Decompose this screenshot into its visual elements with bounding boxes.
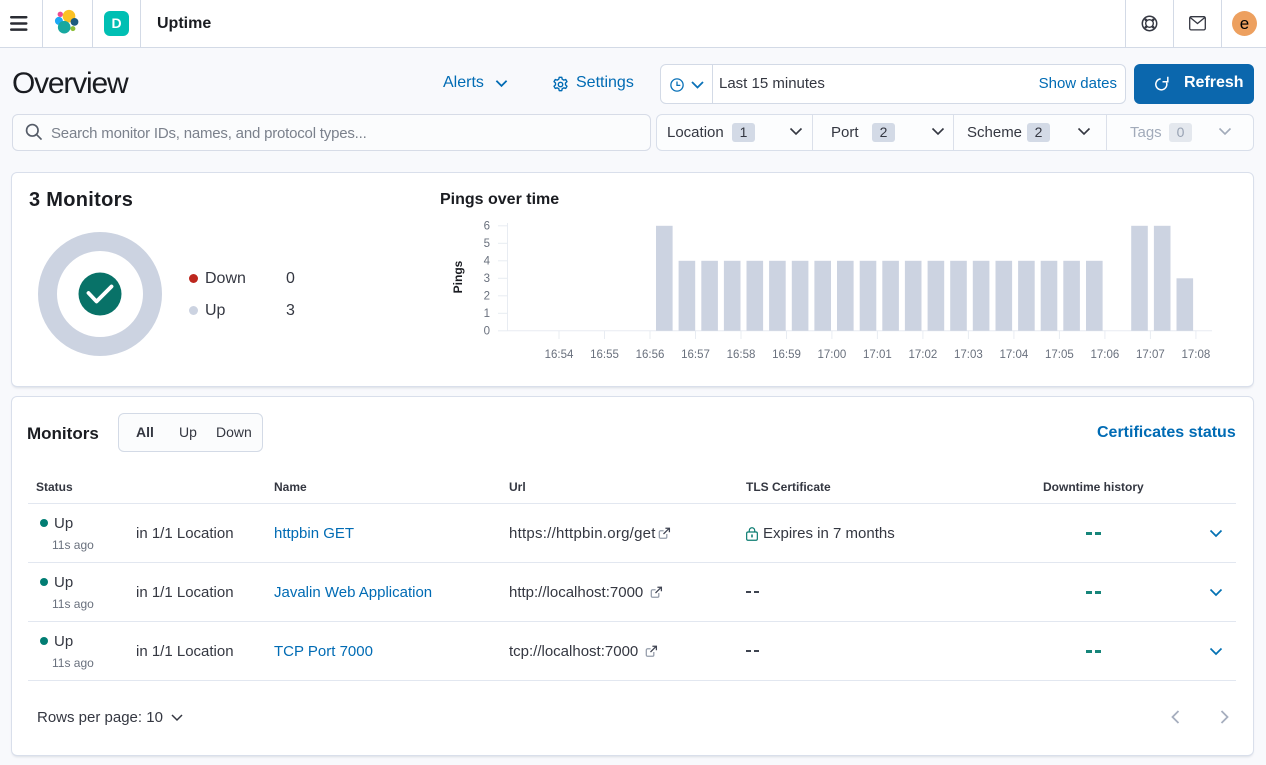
svg-text:17:07: 17:07: [1136, 349, 1165, 361]
svg-text:16:57: 16:57: [681, 349, 710, 361]
svg-text:Pings: Pings: [451, 260, 465, 293]
svg-text:3: 3: [484, 273, 490, 285]
svg-text:16:55: 16:55: [590, 349, 619, 361]
svg-text:16:56: 16:56: [636, 349, 665, 361]
svg-text:17:03: 17:03: [954, 349, 983, 361]
svg-text:5: 5: [484, 238, 490, 250]
svg-text:16:54: 16:54: [545, 349, 574, 361]
svg-text:4: 4: [484, 256, 491, 268]
svg-text:1: 1: [484, 308, 490, 320]
svg-text:16:59: 16:59: [772, 349, 801, 361]
svg-text:16:58: 16:58: [727, 349, 756, 361]
svg-text:2: 2: [484, 291, 490, 303]
svg-text:0: 0: [484, 326, 490, 338]
svg-text:17:05: 17:05: [1045, 349, 1074, 361]
svg-text:17:00: 17:00: [818, 349, 847, 361]
svg-text:6: 6: [484, 221, 490, 233]
svg-text:17:06: 17:06: [1091, 349, 1120, 361]
svg-text:17:08: 17:08: [1182, 349, 1211, 361]
svg-text:17:04: 17:04: [1000, 349, 1029, 361]
svg-text:17:02: 17:02: [909, 349, 938, 361]
svg-text:17:01: 17:01: [863, 349, 892, 361]
